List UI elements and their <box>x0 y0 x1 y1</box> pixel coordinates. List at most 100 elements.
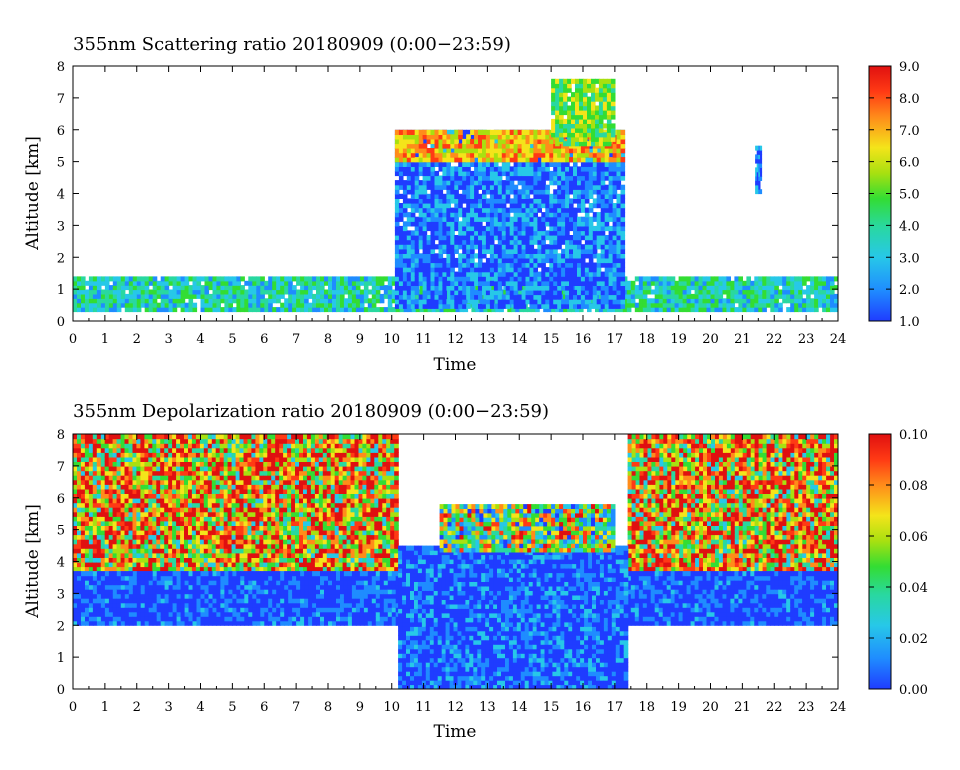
heatmap-cell <box>584 157 590 163</box>
heatmap-cell <box>774 289 779 295</box>
heatmap-cell <box>478 225 483 232</box>
heatmap-cell <box>616 134 622 140</box>
heatmap-cell <box>758 298 763 304</box>
heatmap-cell <box>501 166 507 172</box>
heatmap-cell <box>579 123 584 129</box>
heatmap-cell <box>312 280 317 286</box>
heatmap-cell <box>116 470 122 476</box>
heatmap-cell <box>446 271 451 277</box>
heatmap-cell <box>600 257 606 264</box>
heatmap-cell <box>608 244 614 250</box>
heatmap-cell <box>116 543 122 549</box>
heatmap-cell <box>434 225 440 232</box>
heatmap-cell <box>596 184 602 190</box>
heatmap-cell <box>136 276 142 282</box>
heatmap-cell <box>88 543 94 549</box>
heatmap-cell <box>77 438 82 444</box>
heatmap-cell <box>272 276 277 282</box>
heatmap-cell <box>77 529 82 536</box>
heatmap-cell <box>501 129 507 135</box>
heatmap-cell <box>485 244 491 250</box>
heatmap-cell <box>604 175 610 181</box>
heatmap-cell <box>148 280 154 286</box>
heatmap-cell <box>658 298 664 304</box>
heatmap-cell <box>466 225 471 232</box>
heatmap-cell <box>128 561 134 568</box>
heatmap-cell <box>620 216 626 222</box>
heatmap-cell <box>551 83 556 89</box>
heatmap-cell <box>100 516 106 522</box>
heatmap-cell <box>670 298 676 304</box>
heatmap-cell <box>160 307 166 313</box>
heatmap-cell <box>359 307 365 313</box>
heatmap-cell <box>100 307 106 313</box>
heatmap-cell <box>565 157 570 163</box>
heatmap-cell <box>604 303 610 309</box>
heatmap-cell <box>88 302 94 308</box>
heatmap-cell <box>148 516 153 522</box>
heatmap-cell <box>794 276 799 282</box>
heatmap-cell <box>128 285 134 291</box>
heatmap-cell <box>422 221 428 227</box>
heatmap-cell <box>128 543 134 549</box>
heatmap-cell <box>410 134 416 140</box>
heatmap-cell <box>422 235 428 241</box>
heatmap-cell <box>674 307 680 313</box>
heatmap-cell <box>630 280 636 286</box>
heatmap-cell <box>588 157 594 163</box>
heatmap-cell <box>100 276 106 282</box>
heatmap-cell <box>553 170 558 177</box>
heatmap-cell <box>192 293 198 299</box>
heatmap-cell <box>80 566 86 572</box>
heatmap-cell <box>598 118 604 124</box>
heatmap-cell <box>462 175 467 181</box>
heatmap-cell <box>571 123 576 129</box>
heatmap-cell <box>616 248 622 254</box>
heatmap-cell <box>553 299 558 305</box>
heatmap-cell <box>164 302 170 308</box>
heatmap-cell <box>509 276 515 282</box>
heatmap-cell <box>595 132 600 138</box>
heatmap-cell <box>714 276 720 282</box>
heatmap-cell <box>208 298 214 304</box>
heatmap-cell <box>497 129 503 135</box>
heatmap-cell <box>604 203 610 209</box>
heatmap-cell <box>646 307 652 313</box>
heatmap-cell <box>505 248 511 254</box>
heatmap-cell <box>561 170 566 177</box>
heatmap-cell <box>180 293 186 299</box>
heatmap-cell <box>454 207 459 213</box>
heatmap-cell <box>152 280 158 286</box>
heatmap-cell <box>216 307 221 313</box>
heatmap-cell <box>430 294 436 300</box>
heatmap-cell <box>112 543 118 549</box>
heatmap-cell <box>470 276 475 282</box>
heatmap-cell <box>120 543 126 549</box>
heatmap-cell <box>549 276 554 282</box>
heatmap-cell <box>505 257 511 264</box>
heatmap-cell <box>77 502 82 508</box>
heatmap-cell <box>92 552 98 558</box>
heatmap-cell <box>521 216 527 222</box>
heatmap-cell <box>398 184 404 190</box>
heatmap-cell <box>533 285 538 291</box>
heatmap-cell <box>608 230 614 236</box>
heatmap-cell <box>128 447 134 453</box>
heatmap-cell <box>402 239 408 245</box>
heatmap-cell <box>577 175 582 181</box>
heatmap-cell <box>553 303 558 309</box>
heatmap-cell <box>561 225 566 232</box>
heatmap-cell <box>501 161 507 167</box>
heatmap-cell <box>565 303 570 309</box>
heatmap-cell <box>108 516 114 522</box>
heatmap-cell <box>485 143 491 149</box>
heatmap-cell <box>92 566 98 572</box>
heatmap-cell <box>587 123 592 129</box>
heatmap-cell <box>324 307 329 313</box>
heatmap-cell <box>470 143 475 149</box>
heatmap-cell <box>509 175 515 181</box>
heatmap-cell <box>152 470 157 476</box>
heatmap-cell <box>454 280 459 286</box>
heatmap-cell <box>124 539 130 545</box>
heatmap-cell <box>450 207 455 213</box>
